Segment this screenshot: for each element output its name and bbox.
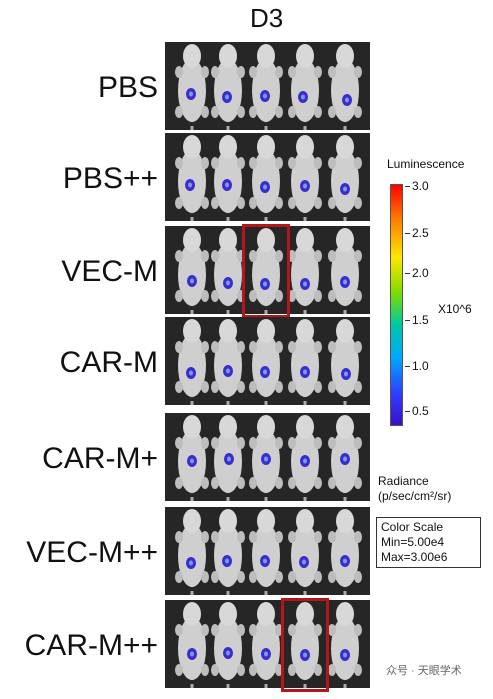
mouse xyxy=(288,319,322,405)
mouse xyxy=(288,44,322,130)
mouse xyxy=(211,319,245,405)
mouse xyxy=(328,415,362,501)
colorbar-tick-label: 2.5 xyxy=(412,226,429,240)
mouse-panel xyxy=(165,507,370,595)
mouse xyxy=(249,602,283,688)
row-label: PBS xyxy=(97,71,158,104)
mouse xyxy=(288,415,322,501)
row-label: VEC-M xyxy=(61,255,158,288)
mouse xyxy=(328,228,362,314)
mouse xyxy=(249,319,283,405)
mouse xyxy=(175,135,209,221)
row-label: VEC-M++ xyxy=(26,536,158,569)
mouse-panel xyxy=(165,600,370,688)
mouse xyxy=(211,228,245,314)
mouse-panel xyxy=(165,413,370,501)
colorbar-tick-label: 0.5 xyxy=(412,404,429,418)
mouse xyxy=(328,44,362,130)
watermark-text: 众号 · 天眼学术 xyxy=(386,665,462,677)
mouse-panel xyxy=(165,133,370,221)
highlight-box xyxy=(281,598,329,692)
mouse xyxy=(328,319,362,405)
colorbar-title: Luminescence xyxy=(387,157,465,171)
mouse-panel-image xyxy=(165,507,370,595)
colorbar-tick: 0.5 xyxy=(405,404,433,418)
colorbar-tick-label: 1.5 xyxy=(412,313,429,327)
mouse-panel-image xyxy=(165,413,370,501)
mouse xyxy=(211,509,245,595)
mouse xyxy=(288,228,322,314)
color-scale-max: Max=3.00e6 xyxy=(381,550,448,564)
mouse-panel-image xyxy=(165,133,370,221)
colorbar-unit-detail: (p/sec/cm²/sr) xyxy=(378,489,452,503)
mouse xyxy=(211,602,245,688)
colorbar-tick: 2.5 xyxy=(405,226,433,240)
mouse-panel-image xyxy=(165,317,370,405)
mouse-panel-image xyxy=(165,600,370,688)
mouse xyxy=(211,135,245,221)
colorbar-tick: 1.5 xyxy=(405,313,433,327)
mouse xyxy=(211,415,245,501)
color-scale-min: Min=5.00e4 xyxy=(381,535,445,549)
colorbar-tick: 1.0 xyxy=(405,359,433,373)
mouse xyxy=(328,509,362,595)
colorbar-multiplier: X10^6 xyxy=(438,302,472,316)
mouse xyxy=(249,135,283,221)
mouse-panel xyxy=(165,317,370,405)
mouse xyxy=(175,319,209,405)
row-label: CAR-M+ xyxy=(42,442,158,475)
mouse xyxy=(288,509,322,595)
mouse xyxy=(175,509,209,595)
mouse-panel-image xyxy=(165,226,370,314)
mouse xyxy=(328,135,362,221)
highlight-box xyxy=(242,224,290,318)
colorbar-tick-label: 3.0 xyxy=(412,179,429,193)
row-label: CAR-M++ xyxy=(24,629,158,662)
colorbar-gradient xyxy=(390,184,403,426)
mouse-panel xyxy=(165,226,370,314)
mouse xyxy=(288,135,322,221)
color-scale-box: Color Scale Min=5.00e4 Max=3.00e6 xyxy=(376,517,481,568)
mouse xyxy=(249,415,283,501)
mouse xyxy=(175,228,209,314)
mouse xyxy=(328,602,362,688)
row-label: CAR-M xyxy=(59,346,158,379)
mouse xyxy=(249,509,283,595)
mouse xyxy=(249,44,283,130)
mouse xyxy=(175,602,209,688)
colorbar-tick: 3.0 xyxy=(405,179,433,193)
colorbar-unit-label: Radiance xyxy=(378,474,429,488)
mouse xyxy=(288,602,322,688)
colorbar-tick: 2.0 xyxy=(405,266,433,280)
day-label: D3 xyxy=(250,3,284,33)
mouse xyxy=(211,44,245,130)
mouse-panel xyxy=(165,42,370,130)
row-label: PBS++ xyxy=(62,162,158,195)
mouse-panel-image xyxy=(165,42,370,130)
color-scale-title: Color Scale xyxy=(381,520,444,534)
colorbar-tick-label: 2.0 xyxy=(412,266,429,280)
mouse xyxy=(175,415,209,501)
colorbar-tick-label: 1.0 xyxy=(412,359,429,373)
mouse xyxy=(175,44,209,130)
mouse xyxy=(249,228,283,314)
